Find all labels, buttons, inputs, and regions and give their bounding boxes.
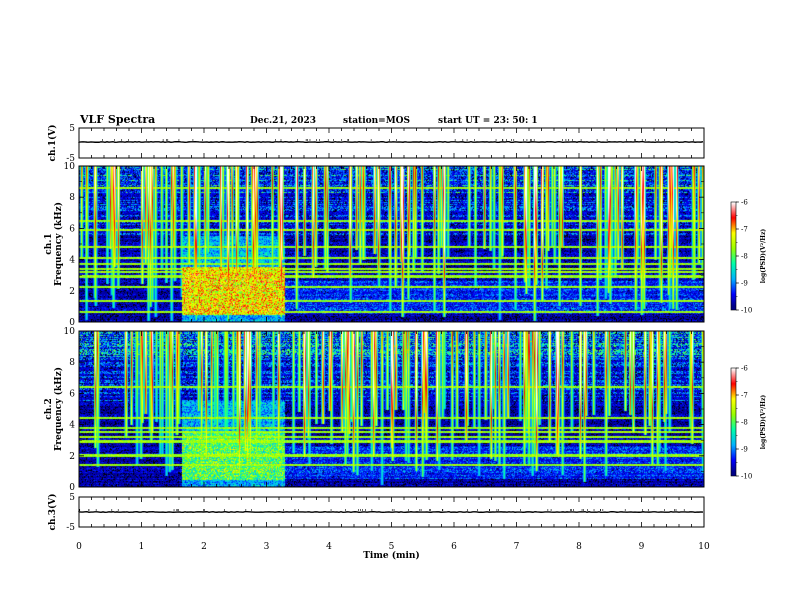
waveform-top-ylabel: ch.1(V) (47, 125, 58, 162)
x-tick-9: 9 (639, 542, 645, 552)
colorbar-ch2-tick--10: -10 (741, 473, 752, 481)
waveform-top-ytick-5: 5 (69, 124, 75, 134)
waveform-bottom-trace (78, 510, 704, 514)
x-tick-3: 3 (264, 542, 270, 552)
colorbar-ch2-tick--7: -7 (741, 392, 748, 400)
spectrogram-ch2-ytick-6: 6 (69, 389, 75, 399)
colorbar-ch1-tick--10: -10 (741, 307, 752, 315)
spectrogram-ch2-ytick-4: 4 (69, 421, 75, 431)
x-tick-2: 2 (201, 542, 207, 552)
colorbar-ch1 (731, 202, 736, 310)
x-tick-4: 4 (326, 542, 332, 552)
spectrogram-ch2-ytick-8: 8 (69, 358, 75, 368)
colorbar-ch2-tick--6: -6 (741, 365, 748, 373)
waveform-top-trace (78, 140, 704, 144)
waveform-bottom-ytick--5: -5 (66, 523, 75, 533)
spectrogram-ch1-ytick-4: 4 (69, 256, 75, 266)
spectrogram-ch2-ytick-2: 2 (69, 452, 75, 462)
colorbar-ch2-label: log(PSD)(V²/Hz) (760, 395, 767, 450)
x-tick-8: 8 (576, 542, 582, 552)
x-tick-10: 10 (698, 542, 710, 552)
spectrogram-ch1-image (79, 166, 704, 322)
spectrogram-ch1-ytick-6: 6 (69, 224, 75, 234)
spectrogram-ch2-ytick-0: 0 (69, 483, 75, 493)
figure-title: VLF Spectra (79, 113, 155, 126)
colorbar-ch2-tick--9: -9 (741, 446, 748, 454)
spectrogram-ch1-ytick-2: 2 (69, 287, 75, 297)
station-text: station=MOS (343, 116, 410, 126)
x-tick-7: 7 (514, 542, 520, 552)
spectrogram-ch1-ytick-10: 10 (64, 162, 76, 172)
colorbar-ch2 (731, 368, 736, 476)
x-tick-0: 0 (76, 542, 82, 552)
start-ut-text: start UT = 23: 50: 1 (438, 116, 538, 126)
waveform-bottom-ylabel: ch.3(V) (47, 494, 58, 531)
colorbar-ch1-label: log(PSD)(V²/Hz) (760, 229, 767, 284)
x-tick-6: 6 (451, 542, 457, 552)
spectrogram-ch1-ylabel: ch.1Frequency (kHz) (44, 202, 64, 286)
spectrogram-ch1-ytick-8: 8 (69, 193, 75, 203)
colorbar-ch1-tick--8: -8 (741, 253, 748, 261)
spectrogram-ch1-ytick-0: 0 (69, 318, 75, 328)
x-tick-1: 1 (139, 542, 145, 552)
spectrogram-ch2-ytick-10: 10 (64, 327, 76, 337)
colorbar-ch2-tick--8: -8 (741, 419, 748, 427)
waveform-bottom-ytick-5: 5 (69, 493, 75, 503)
colorbar-ch1-tick--7: -7 (741, 226, 748, 234)
date-text: Dec.21, 2023 (250, 116, 316, 126)
colorbar-ch1-tick--6: -6 (741, 199, 748, 207)
x-axis-label: Time (min) (363, 550, 420, 561)
waveform-top-ytick--5: -5 (66, 154, 75, 164)
x-tick-5: 5 (389, 542, 395, 552)
spectrogram-ch2-image (79, 331, 704, 487)
spectrogram-ch2-ylabel: ch.2Frequency (kHz) (44, 367, 64, 451)
colorbar-ch1-tick--9: -9 (741, 280, 748, 288)
